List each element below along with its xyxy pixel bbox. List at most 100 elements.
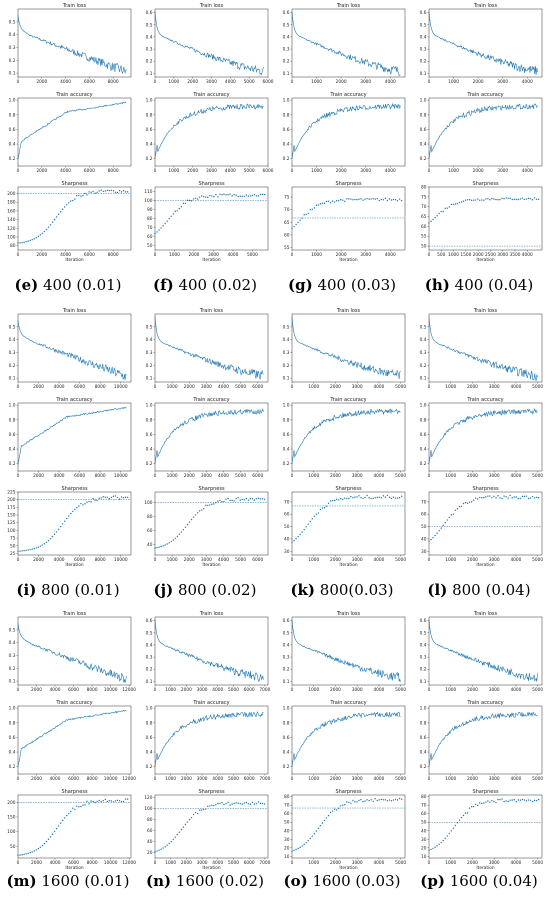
- x-tick-label: 0: [17, 557, 20, 563]
- x-tick-label: 0: [291, 776, 294, 782]
- scatter-point: [364, 496, 366, 499]
- scatter-point: [241, 498, 243, 500]
- scatter-point: [229, 804, 231, 806]
- y-tick-label: 0.3: [283, 655, 290, 661]
- panel-title: Train accuracy: [466, 700, 503, 706]
- scatter-point: [104, 190, 106, 192]
- x-tick-label: 6000: [252, 384, 263, 390]
- x-tick-label: 4000: [212, 776, 223, 782]
- scatter-point: [106, 800, 109, 803]
- scatter-point: [337, 807, 340, 810]
- x-tick-label: 0: [17, 79, 20, 85]
- axes-frame: [291, 97, 406, 167]
- axes-frame: [17, 794, 132, 859]
- y-tick-label: 100: [144, 806, 152, 812]
- panel-train-loss: Train loss 0 1000 2000 3000 4000 5000 6000 7000 0…: [146, 611, 271, 693]
- y-tick-label: 1.0: [283, 403, 290, 409]
- x-axis-label: Iteration: [339, 865, 358, 871]
- scatter-point: [86, 501, 88, 503]
- y-tick-label: 40: [421, 828, 427, 834]
- scatter-point: [59, 211, 62, 213]
- scatter-point: [23, 853, 25, 856]
- scatter-point: [360, 198, 362, 200]
- y-tick-label: 0.2: [9, 666, 16, 672]
- axes-frame: [154, 402, 269, 472]
- scatter-point: [104, 496, 106, 498]
- scatter-point: [527, 497, 530, 500]
- scatter-point: [251, 801, 254, 804]
- x-tick-label: 2000: [467, 473, 478, 479]
- x-tick-label: 6000: [252, 473, 263, 479]
- scatter-point: [497, 798, 499, 801]
- y-tick-label: 0.2: [420, 363, 427, 369]
- panel-sharpness: Sharpness 0 2000 4000 6000 8000 10000 12000 50 10…: [7, 789, 136, 871]
- scatter-point: [170, 540, 172, 543]
- axes-frame: [154, 616, 269, 686]
- x-tick-label: 4000: [510, 384, 521, 390]
- scatter-point: [156, 850, 158, 852]
- y-tick-label: 0.8: [146, 112, 153, 118]
- x-tick-label: 4000: [385, 168, 396, 174]
- scatter-point: [323, 819, 326, 822]
- y-tick-label: 1.0: [283, 98, 290, 104]
- scatter-point: [523, 495, 526, 498]
- panel-train-loss: Train loss 0 2000 4000 6000 8000 10000 12000 0.1…: [9, 611, 137, 693]
- scatter-point: [305, 213, 307, 216]
- scatter-point: [487, 800, 489, 802]
- y-tick-label: 0.3: [9, 350, 16, 356]
- y-tick-label: 0.4: [283, 642, 290, 648]
- x-tick-label: 0: [428, 252, 431, 258]
- scatter-point: [182, 202, 185, 205]
- scatter-point: [317, 512, 320, 514]
- scatter-point: [68, 515, 70, 517]
- x-tick-label: 2000: [467, 776, 478, 782]
- y-tick-label: 30: [284, 549, 290, 555]
- scatter-point: [118, 189, 121, 192]
- x-tick-label: 3500: [510, 252, 521, 258]
- y-tick-label: 55: [284, 245, 290, 251]
- scatter-point: [225, 498, 227, 500]
- scatter-point: [102, 799, 104, 802]
- y-tick-label: 0.3: [420, 350, 427, 356]
- scatter-point: [215, 193, 217, 196]
- scatter-point: [362, 800, 364, 803]
- scatter-point: [51, 535, 54, 538]
- axes-frame: [428, 313, 543, 383]
- axes-frame: [428, 616, 543, 686]
- y-tick-label: 0.8: [9, 112, 16, 118]
- y-tick-label: 70: [421, 204, 427, 210]
- panel-train-loss: Train loss 0 1000 2000 3000 4000 0.1 0.2 0.3 0.4 0…: [420, 3, 543, 85]
- y-tick-label: 50: [421, 820, 427, 826]
- y-tick-label: 0.5: [146, 22, 153, 28]
- x-tick-label: 8000: [95, 557, 106, 563]
- scatter-point: [166, 844, 168, 846]
- x-tick-label: 0: [17, 473, 20, 479]
- scatter-point: [434, 216, 436, 219]
- scatter-point: [315, 204, 318, 207]
- scatter-point: [317, 827, 320, 830]
- scatter-point: [160, 848, 162, 850]
- y-tick-label: 0.2: [146, 461, 153, 467]
- scatter-point: [203, 808, 205, 811]
- x-tick-label: 2000: [330, 687, 341, 693]
- x-tick-label: 3000: [489, 776, 500, 782]
- scatter-point: [188, 521, 191, 523]
- scatter-point: [215, 803, 217, 806]
- scatter-point: [156, 546, 158, 549]
- subfigure-caption: (g) 400 (0.03): [288, 276, 396, 294]
- scatter-point: [118, 498, 121, 500]
- series-line: [17, 623, 127, 683]
- y-tick-label: 0.5: [283, 324, 290, 330]
- scatter-point: [350, 495, 352, 498]
- scatter-point: [474, 803, 477, 806]
- scatter-point: [511, 497, 513, 499]
- scatter-point: [116, 496, 119, 499]
- scatter-point: [479, 496, 481, 499]
- scatter-point: [495, 801, 497, 804]
- x-tick-label: 0: [154, 557, 157, 563]
- x-axis-label: Iteration: [202, 562, 221, 568]
- scatter-point: [176, 535, 179, 538]
- y-tick-label: 0.6: [146, 127, 153, 133]
- scatter-point: [450, 203, 453, 206]
- scatter-point: [223, 193, 225, 195]
